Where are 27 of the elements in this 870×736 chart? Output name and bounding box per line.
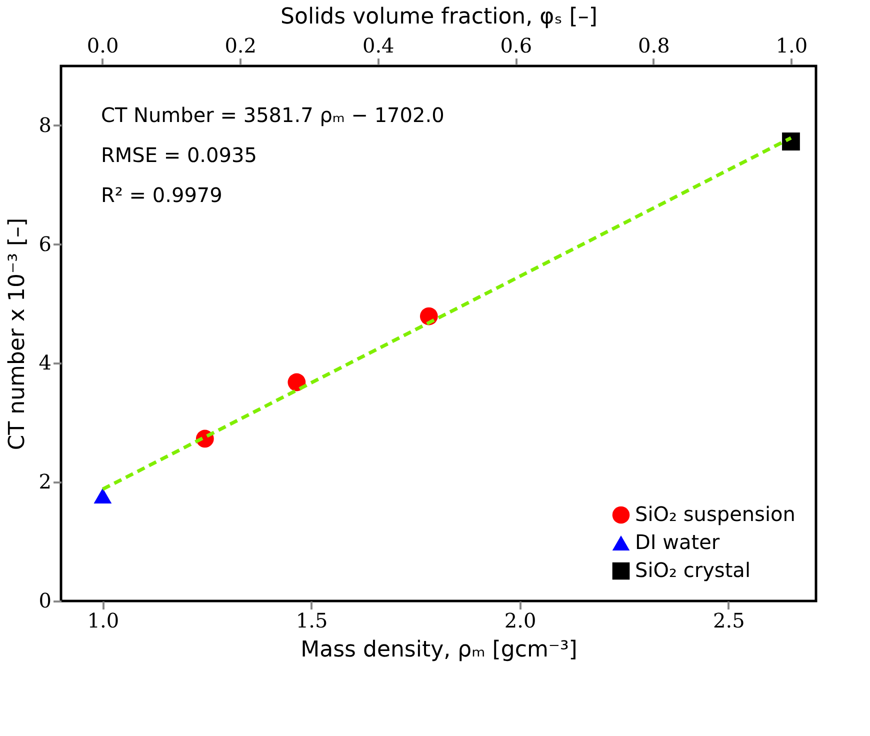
y-tick-label: 6 xyxy=(38,232,52,256)
point xyxy=(288,373,306,392)
x2-tick-label: 0.6 xyxy=(500,34,532,58)
y-tick-label: 8 xyxy=(38,112,52,137)
annotation: CT Number = 3581.7 ρₘ − 1702.0 xyxy=(101,103,444,127)
legend-label: DI water xyxy=(635,530,720,554)
x-tick-label: 1.0 xyxy=(87,608,120,632)
x2-tick-label: 0.2 xyxy=(224,34,257,58)
point xyxy=(782,132,800,150)
x2-tick-label: 0.4 xyxy=(362,34,394,58)
y-tick-label: 0 xyxy=(38,588,52,612)
annotation: R² = 0.9979 xyxy=(101,183,222,207)
y-tick-label: 2 xyxy=(38,470,52,494)
x2-tick-label: 0.0 xyxy=(86,34,119,58)
x-tick-label: 2.0 xyxy=(504,608,536,632)
annotation: RMSE = 0.0935 xyxy=(101,143,257,167)
legend-label: SiO₂ crystal xyxy=(635,558,750,582)
y-axis-title: CT number x 10⁻³ [–] xyxy=(4,218,30,450)
x-axis-title: Mass density, ρₘ [gcm⁻³] xyxy=(300,638,578,662)
y-tick-label: 4 xyxy=(38,350,52,375)
x2-tick-label: 1.0 xyxy=(776,34,808,58)
legend-label: SiO₂ suspension xyxy=(635,502,796,526)
x2-axis-title: Solids volume fraction, φₛ [–] xyxy=(280,4,598,30)
x-tick-label: 1.5 xyxy=(296,608,328,632)
point xyxy=(94,488,112,504)
x-tick-label: 2.5 xyxy=(712,608,745,632)
x2-tick-label: 0.8 xyxy=(638,34,670,58)
